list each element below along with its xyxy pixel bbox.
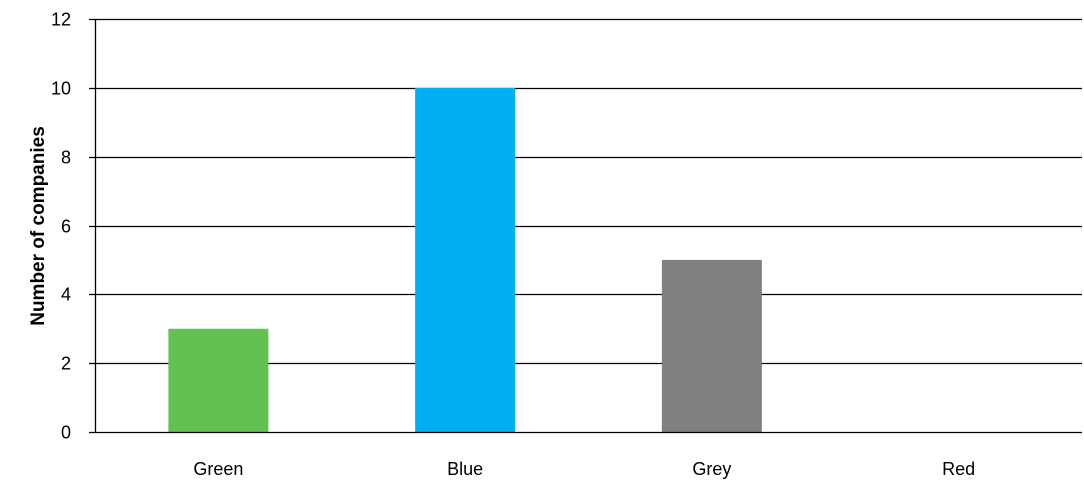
- y-tick-label-10: 10: [51, 79, 71, 99]
- gridlines: [95, 18, 1082, 365]
- y-tick-labels: 0 2 4 6 8 10 12: [51, 10, 71, 443]
- x-tick-label-red: Red: [942, 459, 975, 479]
- bar-blue: [415, 87, 516, 432]
- y-tick-label-6: 6: [61, 217, 71, 237]
- y-tick-label-0: 0: [61, 423, 71, 443]
- y-tick-label-4: 4: [61, 285, 71, 305]
- y-tick-label-8: 8: [61, 148, 71, 168]
- y-axis-title: Number of companies: [28, 126, 49, 326]
- x-tick-label-blue: Blue: [447, 459, 483, 479]
- x-tick-label-green: Green: [193, 459, 243, 479]
- bar-green: [168, 328, 269, 432]
- x-tick-label-grey: Grey: [692, 459, 731, 479]
- x-tick-labels: Green Blue Grey Red: [193, 459, 975, 479]
- y-tick-label-2: 2: [61, 354, 71, 374]
- bar-grey: [661, 259, 762, 432]
- y-tick-label-12: 12: [51, 10, 71, 30]
- bars: [168, 87, 762, 432]
- axes: [89, 18, 1082, 434]
